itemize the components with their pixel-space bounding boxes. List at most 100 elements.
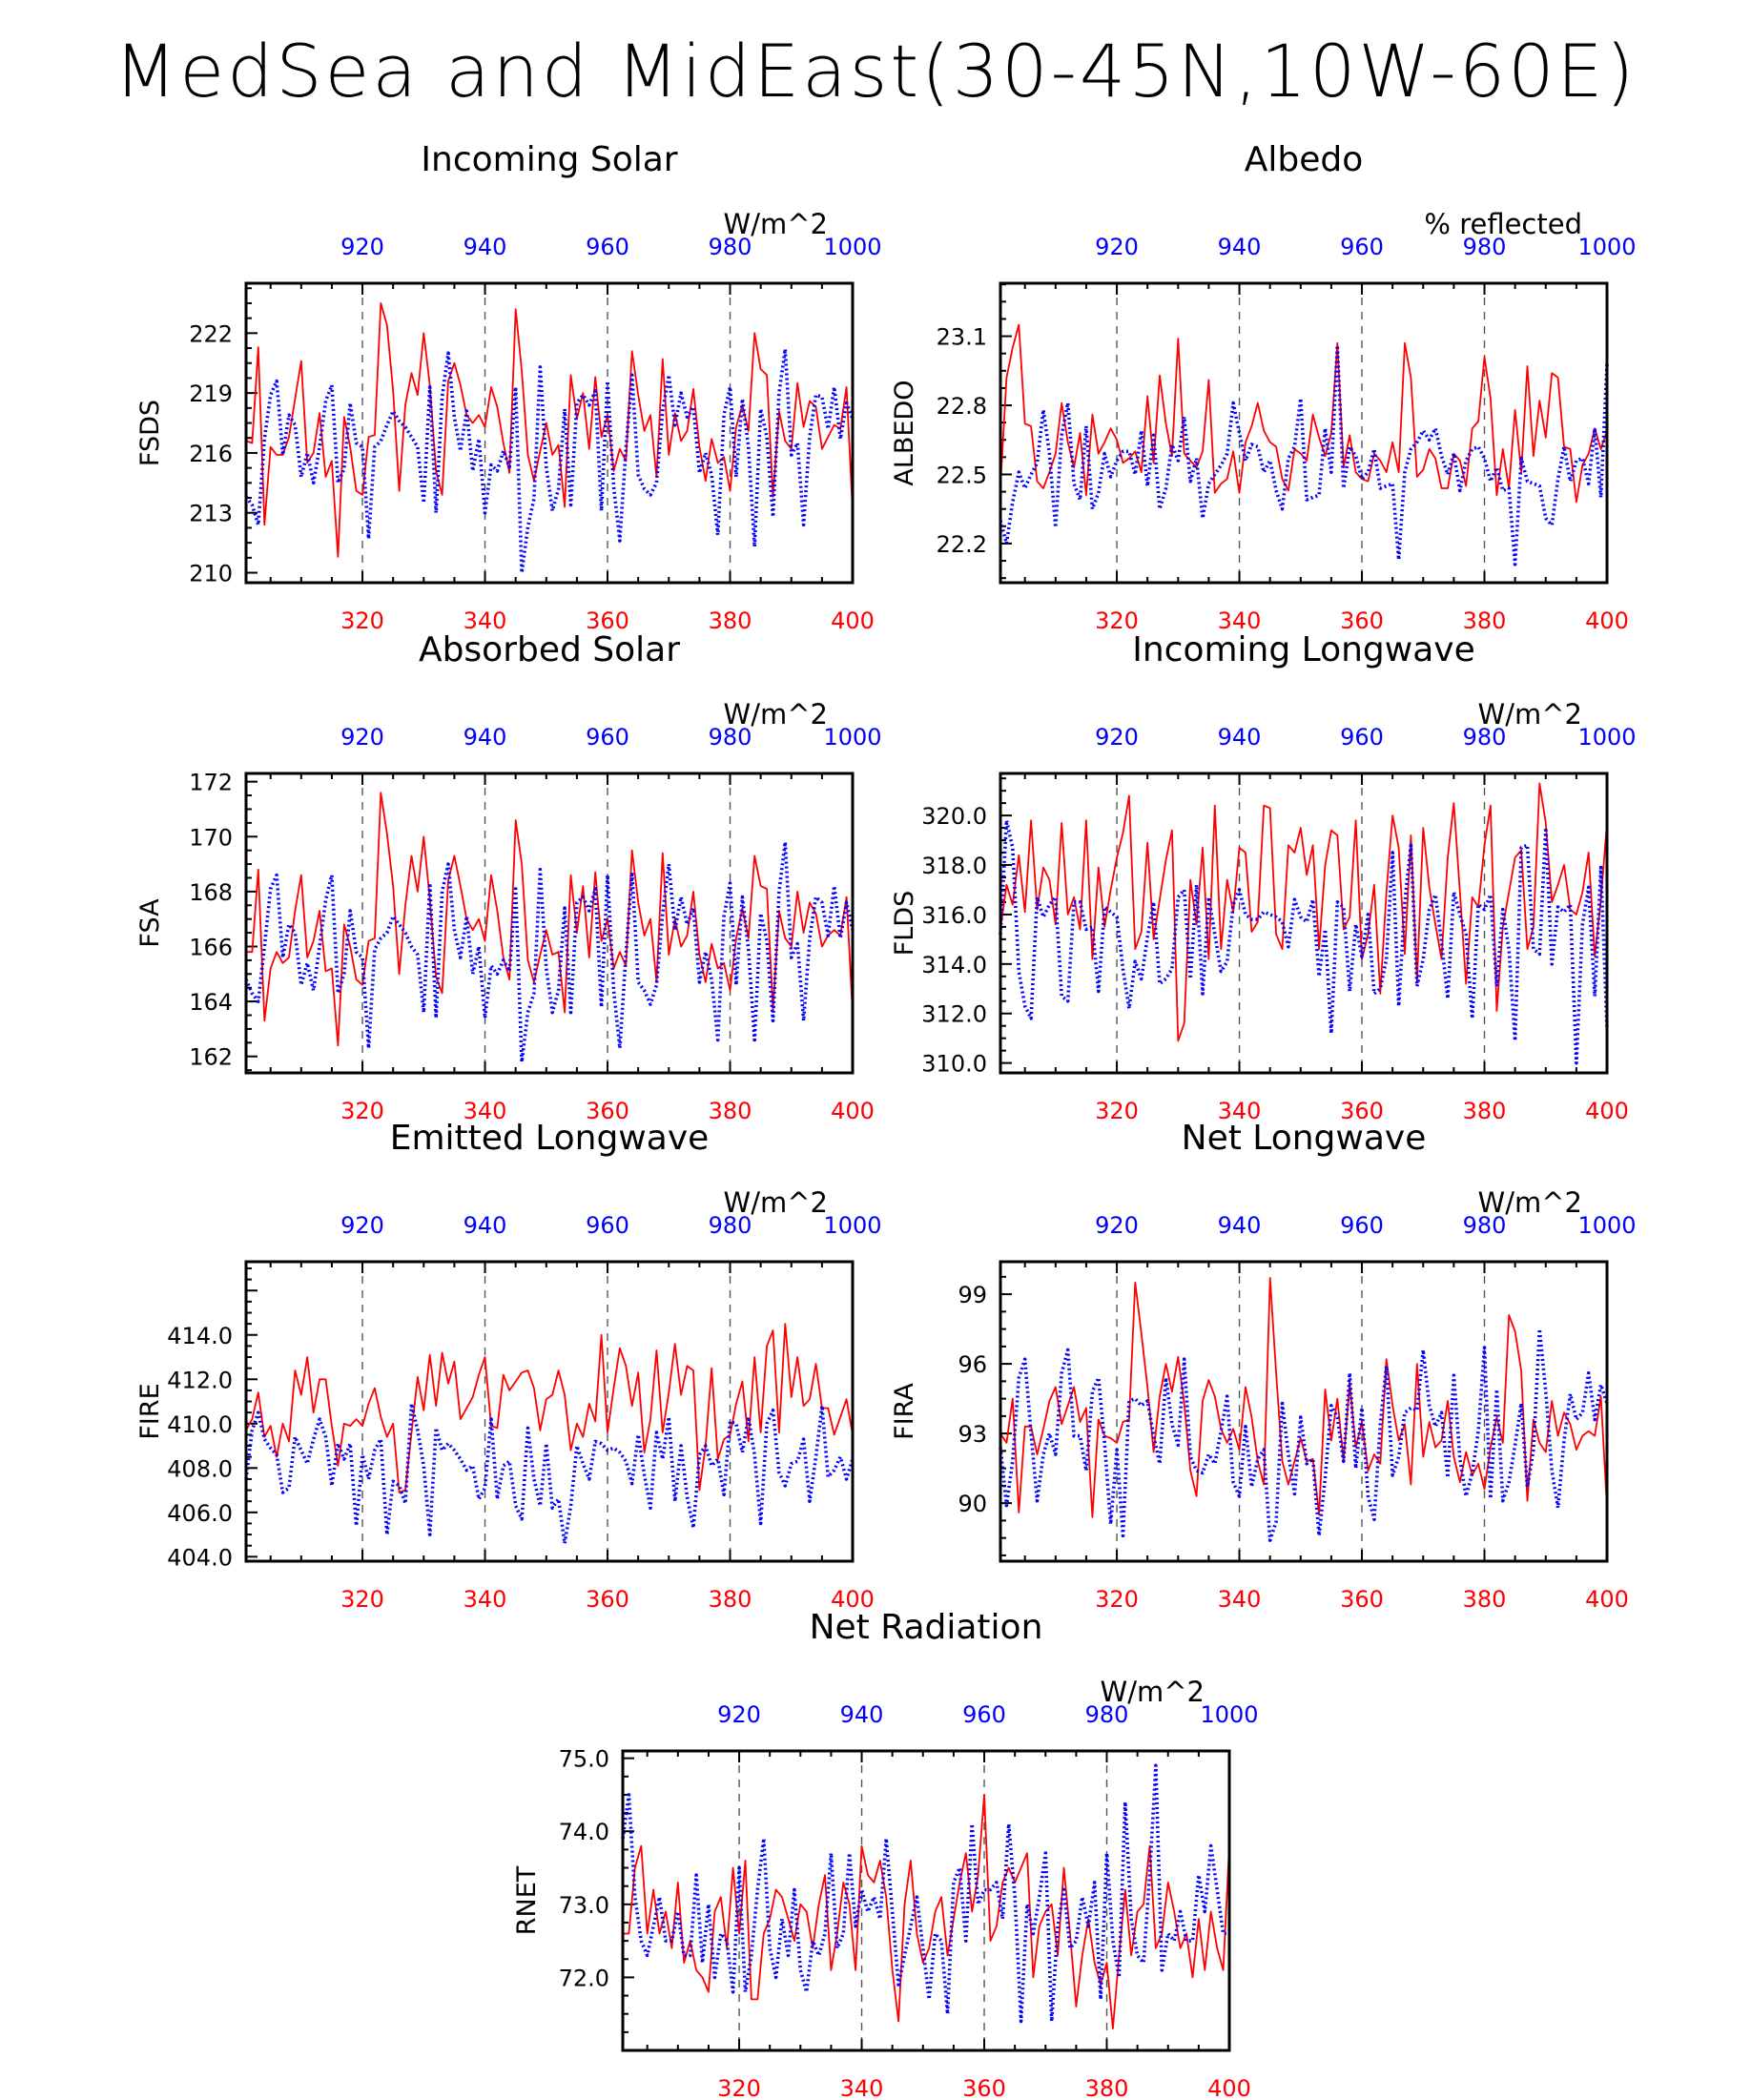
fire-plot-frame — [244, 1260, 855, 1563]
rnet-title: Net Radiation — [810, 1608, 1043, 1647]
fira-x-tick-label: 340 — [1218, 1586, 1262, 1613]
fira-series-blue — [999, 1327, 1609, 1542]
rnet-x-tick-label: 380 — [1085, 2075, 1129, 2100]
fire-x-tick-label: 360 — [586, 1586, 629, 1613]
rnet-top-tick-label: 980 — [1085, 1701, 1129, 1728]
fsa-top-tick-label: 920 — [340, 724, 384, 751]
rnet-x-tick-label: 340 — [840, 2075, 884, 2100]
fira-top-tick-label: 920 — [1095, 1212, 1139, 1239]
fire-top-tick-label: 980 — [709, 1212, 752, 1239]
fsa-panel: Absorbed Solar W/m^2 FSA 320 340 360 380 400 920… — [135, 630, 882, 1124]
fira-y-tick-label: 96 — [958, 1351, 987, 1378]
flds-top-tick-label: 960 — [1340, 724, 1384, 751]
flds-title: Incoming Longwave — [1132, 630, 1475, 669]
fsds-x-tick-label: 380 — [709, 607, 752, 634]
flds-x-tick-label: 380 — [1463, 1098, 1507, 1124]
albedo-top-tick-label: 960 — [1340, 234, 1384, 260]
fire-y-tick-label: 406.0 — [167, 1500, 233, 1527]
fsa-y-tick-label: 168 — [189, 879, 233, 906]
fire-series-red — [245, 1323, 854, 1493]
fire-x-tick-label: 380 — [709, 1586, 752, 1613]
rnet-top-tick-label: 960 — [962, 1701, 1006, 1728]
fire-y-tick-label: 410.0 — [167, 1411, 233, 1438]
rnet-top-tick-label: 920 — [717, 1701, 761, 1728]
rnet-plot-frame — [621, 1749, 1231, 2052]
fsa-y-tick-label: 166 — [189, 934, 233, 960]
albedo-plot-frame — [999, 281, 1609, 585]
fira-y-tick-label: 99 — [958, 1282, 987, 1308]
fsds-top-tick-label: 920 — [340, 234, 384, 260]
rnet-units-label: W/m^2 — [1101, 1676, 1205, 1708]
rnet-x-tick-label: 400 — [1207, 2075, 1251, 2100]
fsa-x-tick-label: 340 — [464, 1098, 507, 1124]
fsa-x-tick-label: 320 — [340, 1098, 384, 1124]
fire-x-tick-label: 340 — [464, 1586, 507, 1613]
fira-top-tick-label: 980 — [1463, 1212, 1507, 1239]
flds-y-tick-label: 314.0 — [921, 952, 987, 978]
fsa-ylabel: FSA — [135, 898, 165, 948]
fira-top-tick-label: 1000 — [1577, 1212, 1636, 1239]
rnet-top-tick-label: 940 — [840, 1701, 884, 1728]
fsds-top-tick-label: 960 — [586, 234, 629, 260]
albedo-y-tick-label: 22.5 — [937, 462, 987, 488]
albedo-x-tick-label: 340 — [1218, 607, 1262, 634]
fsds-y-tick-label: 216 — [189, 441, 233, 467]
fire-x-tick-label: 400 — [831, 1586, 875, 1613]
fsds-plot-frame — [244, 281, 855, 585]
fira-title: Net Longwave — [1182, 1119, 1427, 1158]
fsds-series-red — [245, 301, 854, 558]
fire-ylabel: FIRE — [135, 1383, 165, 1439]
flds-series-blue — [999, 818, 1609, 1065]
fire-title: Emitted Longwave — [390, 1119, 710, 1158]
rnet-x-tick-label: 320 — [717, 2075, 761, 2100]
fire-y-tick-label: 404.0 — [167, 1544, 233, 1571]
fsds-units-label: W/m^2 — [724, 208, 828, 240]
albedo-units-label: % reflected — [1424, 208, 1582, 240]
albedo-ylabel: ALBEDO — [890, 380, 919, 485]
rnet-x-tick-label: 360 — [962, 2075, 1006, 2100]
fira-panel: Net Longwave W/m^2 FIRA 320 340 360 380 400 920 9… — [890, 1119, 1637, 1613]
fire-top-tick-label: 1000 — [823, 1212, 881, 1239]
fsds-top-tick-label: 980 — [709, 234, 752, 260]
flds-y-tick-label: 312.0 — [921, 1001, 987, 1028]
fira-plot-frame — [999, 1260, 1609, 1563]
fsa-x-tick-label: 400 — [831, 1098, 875, 1124]
fsds-y-tick-label: 213 — [189, 501, 233, 527]
fire-top-tick-label: 920 — [340, 1212, 384, 1239]
fsds-panel: Incoming Solar W/m^2 FSDS 320 340 360 380 400 92… — [135, 140, 882, 634]
fira-top-tick-label: 960 — [1340, 1212, 1384, 1239]
rnet-panel: Net Radiation W/m^2 RNET 320 340 360 380 400 920… — [512, 1608, 1259, 2100]
flds-top-tick-label: 940 — [1218, 724, 1262, 751]
rnet-y-tick-label: 73.0 — [559, 1892, 609, 1919]
flds-y-tick-label: 320.0 — [921, 803, 987, 830]
albedo-x-tick-label: 320 — [1095, 607, 1139, 634]
fira-x-tick-label: 380 — [1463, 1586, 1507, 1613]
fsa-plot-frame — [244, 772, 855, 1075]
rnet-y-tick-label: 75.0 — [559, 1746, 609, 1773]
fira-x-tick-label: 360 — [1340, 1586, 1384, 1613]
fsds-x-tick-label: 400 — [831, 607, 875, 634]
page-title: MedSea and MidEast(30-45N,10W-60E) — [113, 29, 1638, 113]
fsa-x-tick-label: 380 — [709, 1098, 752, 1124]
flds-x-tick-label: 360 — [1340, 1098, 1384, 1124]
fira-y-tick-label: 93 — [958, 1421, 987, 1448]
fsds-x-tick-label: 320 — [340, 607, 384, 634]
albedo-x-tick-label: 360 — [1340, 607, 1384, 634]
fsds-y-tick-label: 210 — [189, 561, 233, 587]
fire-units-label: W/m^2 — [724, 1186, 828, 1219]
albedo-series-blue — [999, 343, 1609, 566]
albedo-top-tick-label: 920 — [1095, 234, 1139, 260]
albedo-x-tick-label: 380 — [1463, 607, 1507, 634]
fsds-y-tick-label: 219 — [189, 381, 233, 407]
albedo-x-tick-label: 400 — [1585, 607, 1629, 634]
fsa-units-label: W/m^2 — [724, 698, 828, 731]
fsa-y-tick-label: 172 — [189, 770, 233, 796]
rnet-y-tick-label: 74.0 — [559, 1819, 609, 1845]
flds-units-label: W/m^2 — [1478, 698, 1582, 731]
rnet-y-tick-label: 72.0 — [559, 1965, 609, 1991]
fire-top-tick-label: 960 — [586, 1212, 629, 1239]
fire-y-tick-label: 408.0 — [167, 1455, 233, 1482]
rnet-series-red — [623, 1794, 1230, 2029]
fsa-top-tick-label: 960 — [586, 724, 629, 751]
